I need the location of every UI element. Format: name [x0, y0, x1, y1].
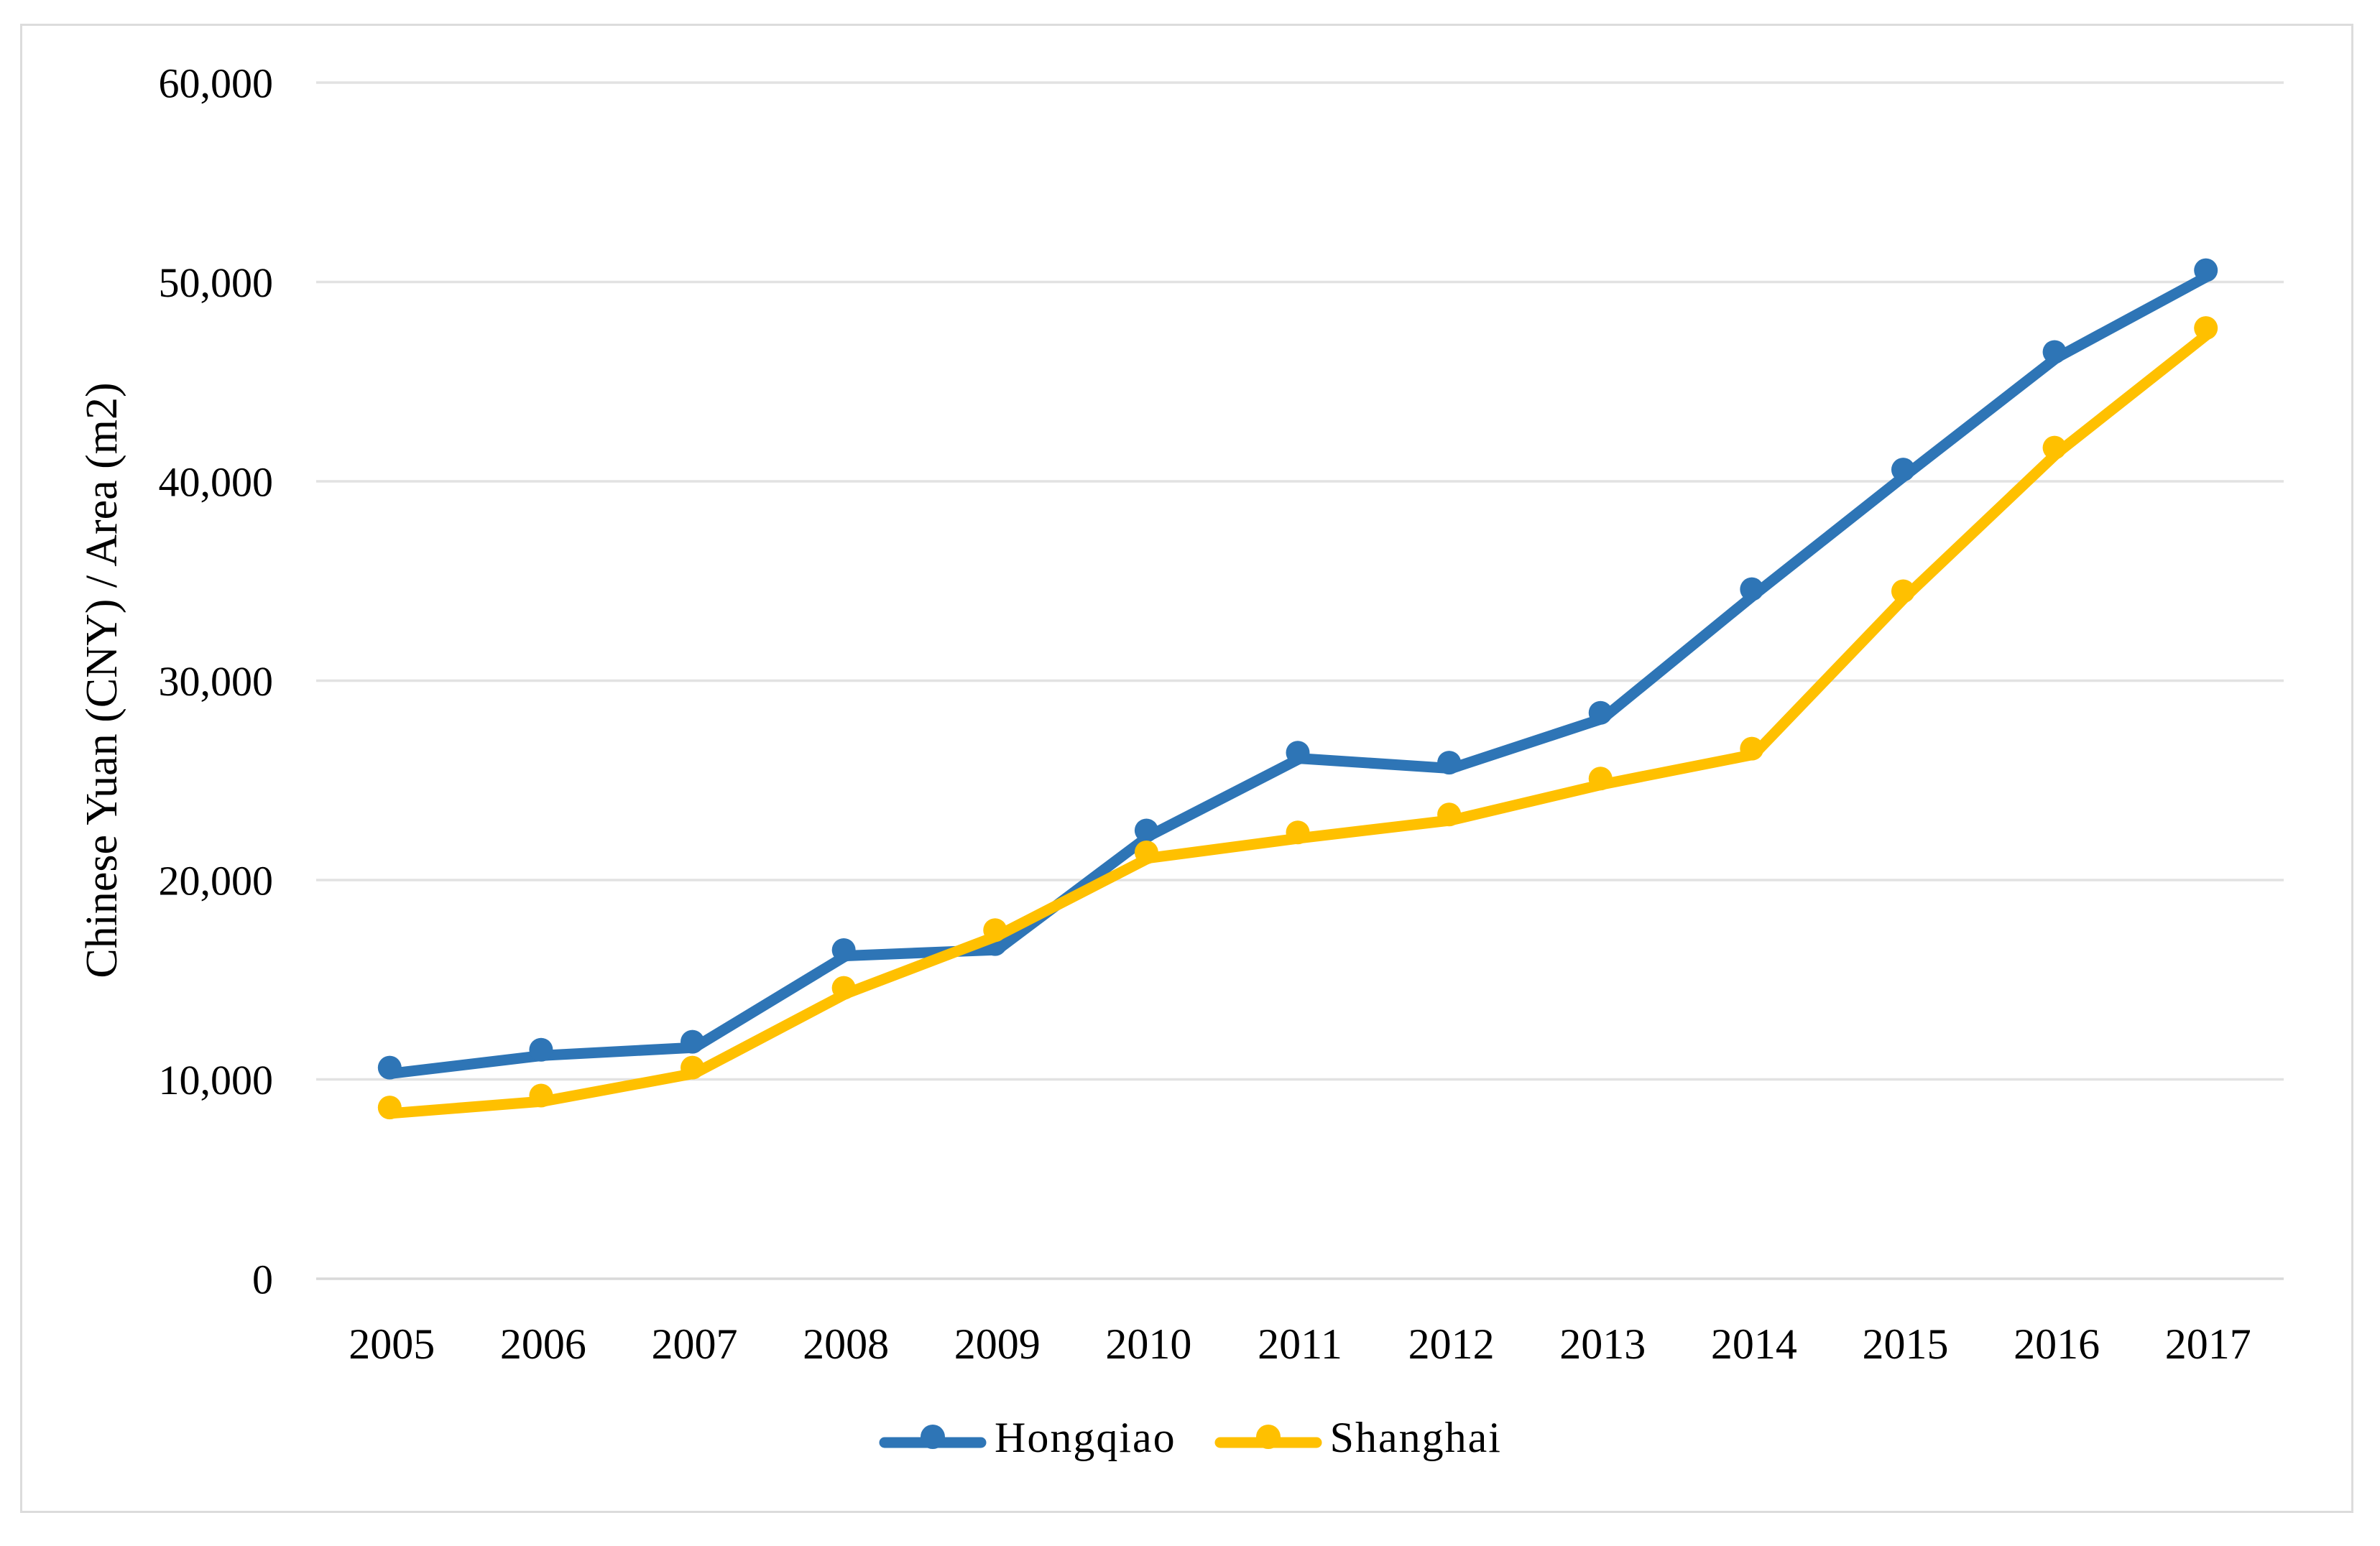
x-tick-label: 2014: [1711, 1320, 1797, 1368]
shanghai-data-point-marker: [2194, 316, 2218, 341]
shanghai-data-point-marker: [831, 976, 856, 1000]
shanghai-data-point-marker: [1891, 579, 1915, 603]
x-tick-label: 2007: [652, 1320, 738, 1368]
shanghai-data-point-marker: [1740, 736, 1764, 761]
y-tick-label: 20,000: [159, 857, 274, 904]
hongqiao-data-point-marker: [681, 1029, 705, 1054]
y-tick-label: 30,000: [159, 658, 274, 705]
shanghai-data-point-marker: [983, 918, 1007, 943]
x-tick-label: 2016: [2014, 1320, 2100, 1368]
figure-border: [20, 24, 2353, 1513]
hongqiao-data-point-marker: [831, 938, 856, 962]
x-tick-label: 2008: [803, 1320, 889, 1368]
x-tick-label: 2012: [1408, 1320, 1495, 1368]
x-tick-label: 2011: [1258, 1320, 1342, 1368]
x-tick-label: 2013: [1559, 1320, 1646, 1368]
hongqiao-data-point-marker: [1134, 818, 1158, 843]
y-axis-title: Chinese Yuan (CNY) / Area (m2): [78, 382, 126, 978]
y-tick-label: 50,000: [159, 259, 274, 306]
hongqiao-data-point-marker: [1891, 458, 1915, 482]
shanghai-data-point-marker: [2042, 435, 2067, 460]
legend: Hongqiao Shanghai: [0, 1398, 2380, 1477]
legend-item-shanghai: Shanghai: [1214, 1416, 1502, 1459]
x-tick-label: 2005: [349, 1320, 435, 1368]
hongqiao-data-point-marker: [1740, 577, 1764, 601]
x-tick-label: 2009: [954, 1320, 1041, 1368]
legend-label-hongqiao: Hongqiao: [995, 1414, 1176, 1461]
hongqiao-data-point-marker: [1588, 700, 1613, 725]
hongqiao-data-point-marker: [377, 1055, 402, 1080]
x-tick-label: 2006: [500, 1320, 586, 1368]
shanghai-data-point-marker: [377, 1096, 402, 1120]
x-tick-label: 2010: [1105, 1320, 1191, 1368]
hongqiao-data-point-marker: [2194, 258, 2218, 282]
x-tick-label: 2017: [2165, 1320, 2251, 1368]
legend-item-hongqiao: Hongqiao: [878, 1416, 1176, 1459]
hongqiao-series-line: [386, 270, 2214, 1079]
y-tick-label: 60,000: [159, 60, 274, 106]
shanghai-data-point-marker: [1437, 802, 1462, 827]
hongqiao-data-point-marker: [2042, 340, 2067, 364]
shanghai-data-point-marker: [1588, 767, 1613, 791]
legend-label-shanghai: Shanghai: [1329, 1414, 1502, 1461]
shanghai-data-point-marker: [1134, 840, 1158, 864]
hongqiao-line-marker-icon: [879, 1425, 987, 1449]
y-tick-label: 40,000: [159, 458, 274, 505]
x-tick-label: 2015: [1862, 1320, 1948, 1368]
hongqiao-data-point-marker: [529, 1037, 553, 1062]
hongqiao-data-point-marker: [1437, 751, 1462, 775]
shanghai-data-point-marker: [529, 1083, 553, 1108]
shanghai-data-point-marker: [1286, 820, 1310, 845]
y-tick-label: 10,000: [159, 1057, 274, 1103]
shanghai-data-point-marker: [681, 1055, 705, 1080]
hongqiao-data-point-marker: [1286, 741, 1310, 765]
shanghai-line-marker-icon: [1214, 1425, 1322, 1449]
y-tick-label: 0: [252, 1256, 273, 1302]
